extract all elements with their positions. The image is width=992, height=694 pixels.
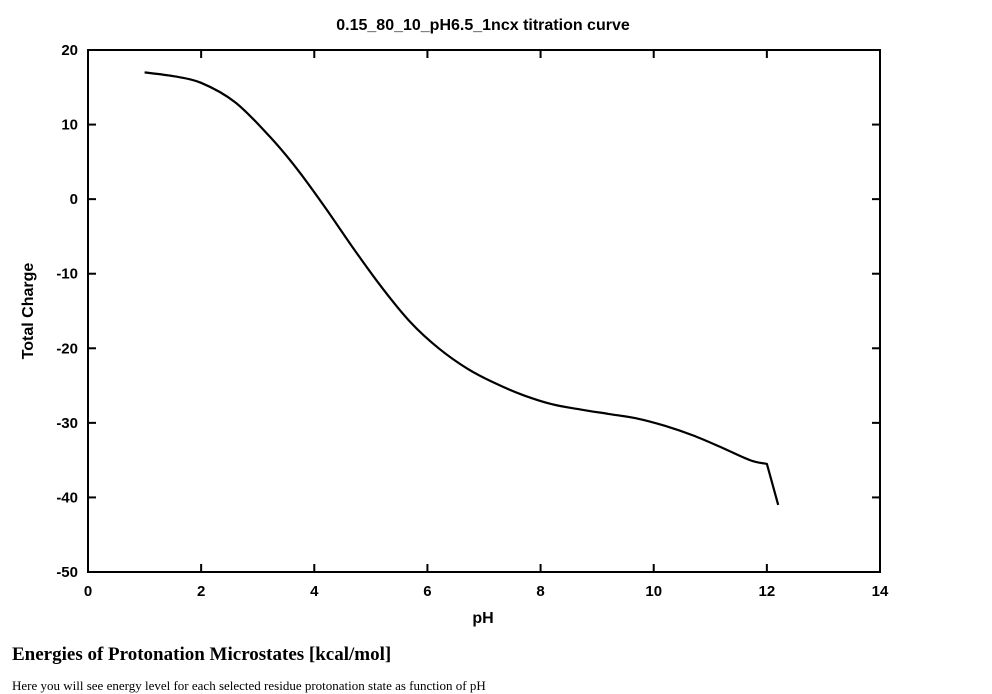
y-tick-label: 20 [61, 42, 78, 59]
x-tick-label: 8 [536, 583, 544, 600]
series-layer [144, 71, 780, 506]
x-tick-label: 4 [310, 583, 319, 600]
chart-title: 0.15_80_10_pH6.5_1ncx titration curve [336, 17, 630, 34]
y-tick-label: -50 [56, 564, 78, 581]
plot-frame [87, 49, 881, 573]
x-tick-label: 14 [872, 583, 889, 600]
axis-ticks [87, 49, 881, 573]
y-tick-label: 10 [61, 117, 78, 134]
x-tick-label: 10 [645, 583, 662, 600]
y-tick-label: -30 [56, 415, 78, 432]
y-axis-title: Total Charge [20, 263, 37, 360]
x-tick-label: 6 [423, 583, 431, 600]
y-tick-label: 0 [70, 191, 78, 208]
x-tick-labels: 0 2 4 6 8 10 12 14 [84, 583, 889, 600]
y-tick-label: -10 [56, 266, 78, 283]
y-tick-label: -20 [56, 340, 78, 357]
section-heading: Energies of Protonation Microstates [kca… [12, 644, 392, 665]
section-description: Here you will see energy level for each … [12, 678, 486, 693]
x-axis-title: pH [472, 610, 493, 627]
x-tick-label: 12 [759, 583, 776, 600]
titration-curve-line [144, 71, 780, 506]
x-tick-label: 0 [84, 583, 92, 600]
y-tick-labels: 20 10 0 -10 -20 -30 -40 -50 [56, 42, 78, 581]
x-tick-label: 2 [197, 583, 205, 600]
y-tick-label: -40 [56, 489, 78, 506]
